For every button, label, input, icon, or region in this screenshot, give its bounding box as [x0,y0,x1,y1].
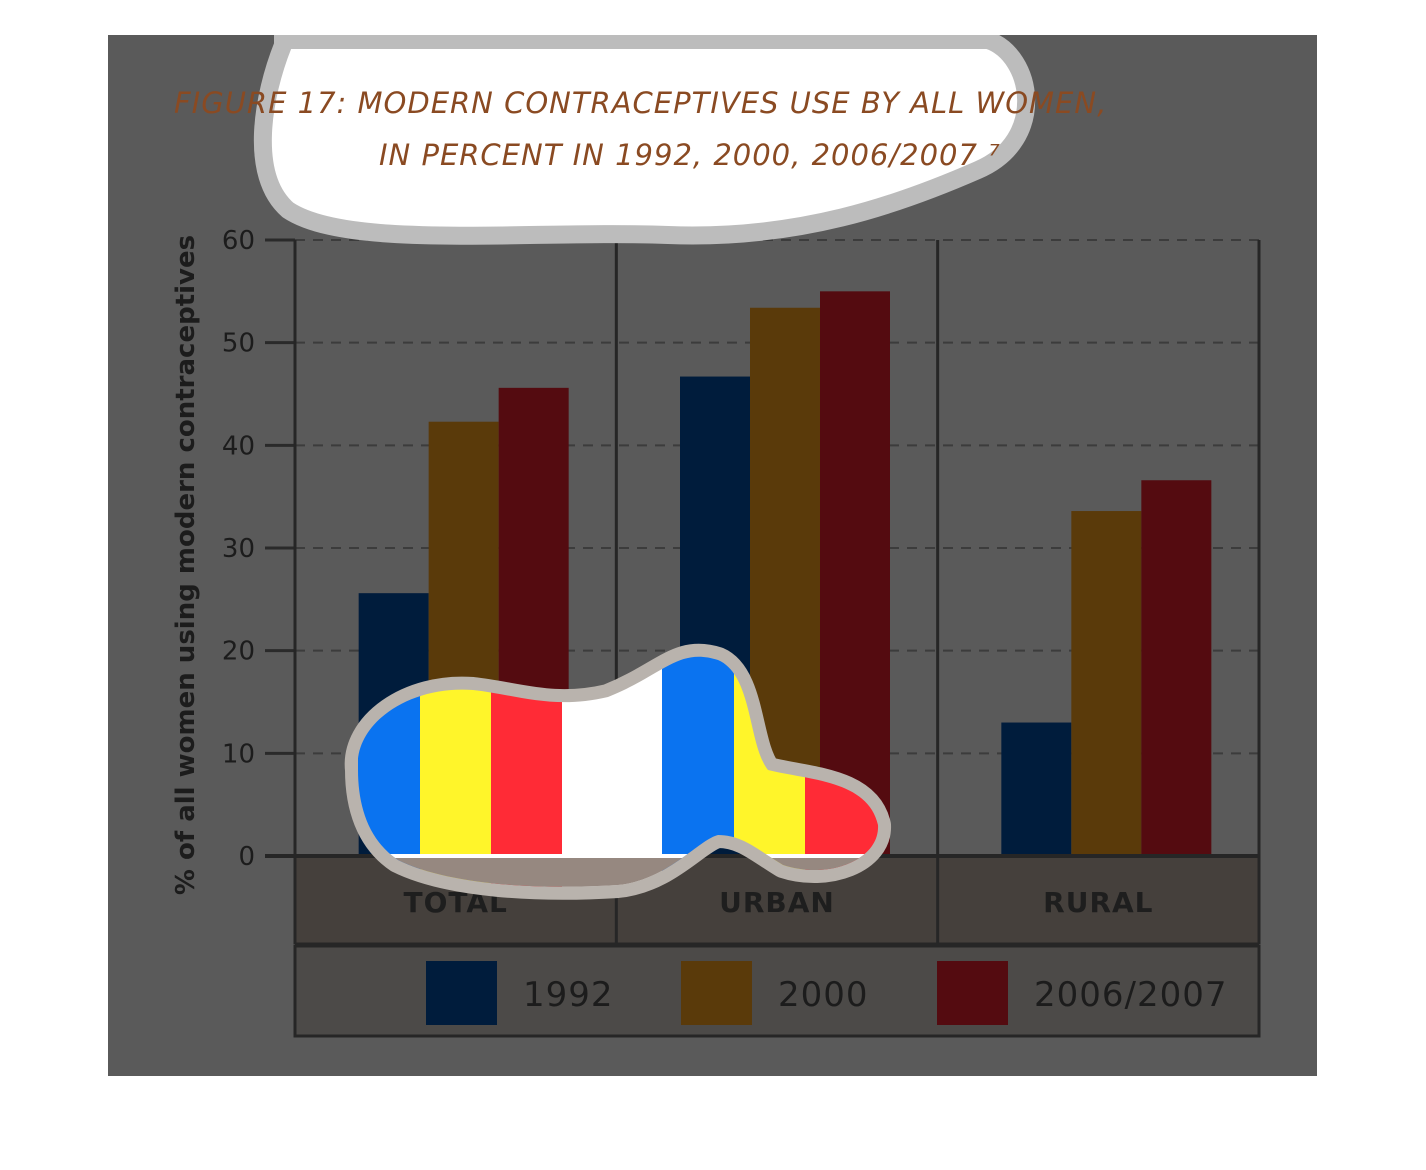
bar-rural-2006-2007 [1141,480,1212,856]
legend-label: 2006/2007 [1034,975,1228,1015]
category-label: URBAN [719,886,835,919]
chart-frame: 0 10 20 30 40 50 60 TOTAL URBAN RURAL 1992 2000 2006… [108,35,1317,1076]
y-tick-label: 20 [222,637,255,667]
chart-title-line-2: IN PERCENT IN 1992, 2000, 2006/2007 ⁷ [379,138,1001,172]
y-tick-label: 40 [222,431,255,461]
legend-swatch [426,961,497,1025]
category-strip [937,856,1259,944]
legend-swatch [937,961,1008,1025]
highlight-blob [344,643,891,900]
y-tick-label: 10 [222,739,255,769]
title-highlight-cloud [253,35,1036,245]
legend-label: 2000 [778,975,869,1015]
y-axis-label: % of all women using modern contraceptiv… [171,235,201,895]
legend-label: 1992 [523,975,614,1015]
bar-rural-1992 [1001,722,1072,856]
y-tick-label: 30 [222,534,255,564]
category-label: RURAL [1043,886,1153,919]
bar-urban-2006-2007 [820,291,890,856]
chart-title-line-1: FIGURE 17: MODERN CONTRACEPTIVES USE BY … [174,86,1107,120]
legend-swatch [681,961,752,1025]
y-tick-label: 50 [222,329,255,359]
bar-rural-2000 [1071,511,1142,856]
y-tick-label: 0 [238,842,255,872]
y-tick-label: 60 [222,226,255,256]
blob-band [420,656,491,887]
